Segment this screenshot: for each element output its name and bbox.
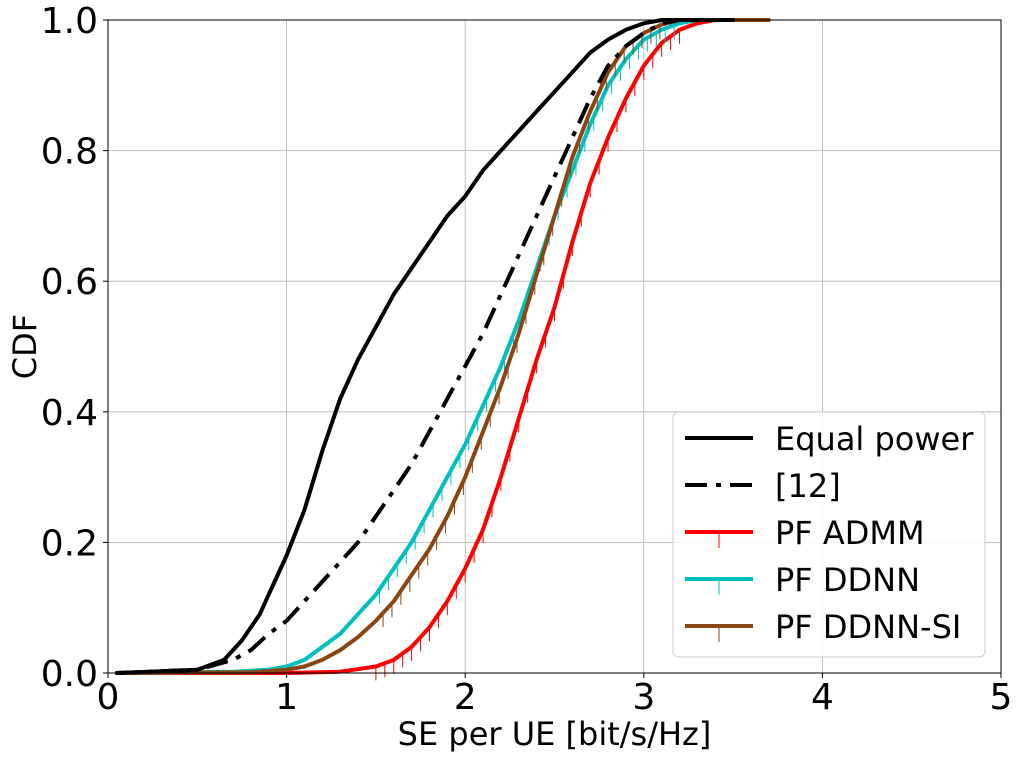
series-2 <box>114 18 736 681</box>
series-line <box>114 18 736 675</box>
series-layer <box>114 18 771 681</box>
legend-label: PF ADMM <box>775 514 925 552</box>
series-line <box>114 18 718 675</box>
legend-item: [12] <box>685 467 841 505</box>
x-tick-label: 4 <box>811 677 834 718</box>
y-axis-label: CDF <box>6 314 44 379</box>
y-tick-label: 0.2 <box>41 523 98 564</box>
series-line <box>114 18 771 675</box>
x-tick-label: 0 <box>97 677 120 718</box>
series-4 <box>114 18 771 675</box>
x-axis-label: SE per UE [bit/s/Hz] <box>398 715 712 753</box>
series-line <box>114 18 736 675</box>
series-3 <box>114 18 718 675</box>
series-0 <box>114 18 736 675</box>
y-tick-label: 0.8 <box>41 132 98 173</box>
legend-label: [12] <box>775 467 841 505</box>
legend: Equal power [12] PF ADMM PF DDNN PF DDNN-SI <box>672 411 986 658</box>
x-tick-label: 1 <box>275 677 298 718</box>
plot-frame <box>107 19 1002 674</box>
x-tick-label: 3 <box>632 677 655 718</box>
x-tick-label: 5 <box>990 677 1013 718</box>
legend-label: PF DDNN <box>775 561 920 599</box>
y-tick-label: 1.0 <box>41 1 98 42</box>
y-tick-label: 0.6 <box>41 262 98 303</box>
legend-label: Equal power <box>775 420 974 458</box>
series-1 <box>116 18 716 675</box>
legend-item: PF ADMM <box>685 514 925 552</box>
y-tick-label: 0.4 <box>41 393 98 434</box>
y-tick-label: 0.0 <box>41 654 98 695</box>
x-tick-label: 2 <box>454 677 477 718</box>
legend-label: PF DDNN-SI <box>775 608 961 646</box>
y-axis: 0.0 0.2 0.4 0.6 0.8 1.0 <box>41 1 108 695</box>
legend-item: Equal power <box>685 420 974 458</box>
legend-item: PF DDNN <box>685 561 920 599</box>
x-axis: 0 1 2 3 4 5 <box>97 673 1013 718</box>
legend-box <box>672 411 986 658</box>
series-line <box>116 18 716 675</box>
legend-item: PF DDNN-SI <box>685 608 961 646</box>
